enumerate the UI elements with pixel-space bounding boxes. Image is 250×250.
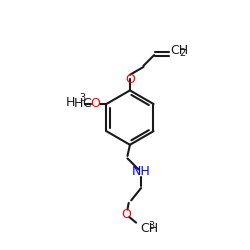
Text: O: O: [121, 208, 131, 220]
Text: NH: NH: [132, 166, 150, 178]
Text: CH: CH: [140, 222, 158, 234]
Text: 2: 2: [179, 48, 185, 58]
Text: H: H: [74, 97, 83, 110]
Text: 3: 3: [79, 94, 85, 104]
Text: C: C: [82, 97, 91, 110]
Text: O: O: [125, 73, 135, 86]
Text: H: H: [66, 96, 76, 109]
Text: CH: CH: [170, 44, 188, 57]
Text: O: O: [90, 98, 100, 110]
Text: 3: 3: [149, 220, 155, 230]
